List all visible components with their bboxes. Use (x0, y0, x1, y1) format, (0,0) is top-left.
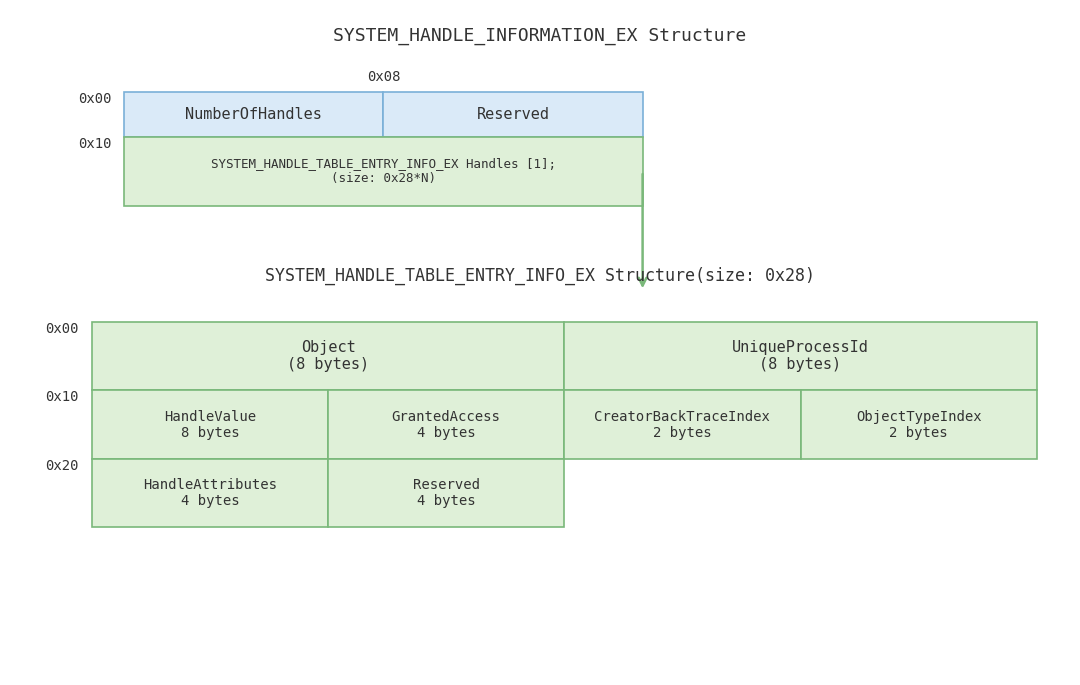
Text: 0x00: 0x00 (45, 322, 79, 336)
Text: ObjectTypeIndex
2 bytes: ObjectTypeIndex 2 bytes (855, 410, 982, 440)
Text: 0x10: 0x10 (45, 390, 79, 404)
Text: 0x20: 0x20 (45, 459, 79, 473)
Text: Reserved
4 bytes: Reserved 4 bytes (413, 478, 480, 508)
Text: UniqueProcessId
(8 bytes): UniqueProcessId (8 bytes) (732, 340, 869, 373)
FancyBboxPatch shape (383, 92, 643, 137)
Text: SYSTEM_HANDLE_TABLE_ENTRY_INFO_EX Structure(size: 0x28): SYSTEM_HANDLE_TABLE_ENTRY_INFO_EX Struct… (265, 267, 815, 286)
Text: SYSTEM_HANDLE_INFORMATION_EX Structure: SYSTEM_HANDLE_INFORMATION_EX Structure (334, 27, 746, 45)
Text: CreatorBackTraceIndex
2 bytes: CreatorBackTraceIndex 2 bytes (594, 410, 770, 440)
Text: 0x08: 0x08 (366, 71, 401, 84)
FancyBboxPatch shape (124, 137, 643, 206)
Text: SYSTEM_HANDLE_TABLE_ENTRY_INFO_EX Handles [1];
(size: 0x28*N): SYSTEM_HANDLE_TABLE_ENTRY_INFO_EX Handle… (211, 158, 556, 185)
Text: NumberOfHandles: NumberOfHandles (186, 108, 322, 122)
FancyBboxPatch shape (800, 390, 1037, 459)
FancyBboxPatch shape (92, 390, 328, 459)
FancyBboxPatch shape (328, 390, 564, 459)
Text: 0x10: 0x10 (78, 137, 111, 151)
Text: GrantedAccess
4 bytes: GrantedAccess 4 bytes (392, 410, 501, 440)
Text: HandleValue
8 bytes: HandleValue 8 bytes (164, 410, 256, 440)
Text: Reserved: Reserved (476, 108, 550, 122)
FancyBboxPatch shape (564, 322, 1037, 390)
Text: Object
(8 bytes): Object (8 bytes) (287, 340, 369, 373)
FancyBboxPatch shape (92, 322, 564, 390)
FancyBboxPatch shape (124, 92, 383, 137)
FancyBboxPatch shape (328, 459, 564, 527)
FancyBboxPatch shape (564, 390, 800, 459)
Text: 0x00: 0x00 (78, 92, 111, 106)
Text: HandleAttributes
4 bytes: HandleAttributes 4 bytes (143, 478, 276, 508)
FancyBboxPatch shape (92, 459, 328, 527)
